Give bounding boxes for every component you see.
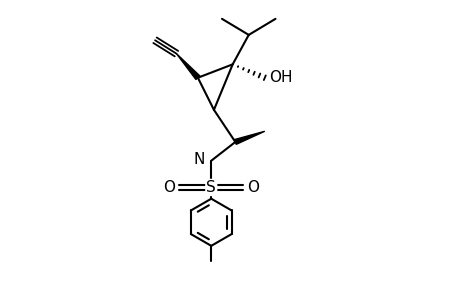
- Text: OH: OH: [268, 70, 291, 85]
- Polygon shape: [176, 54, 200, 80]
- Text: O: O: [163, 180, 175, 195]
- Text: N: N: [193, 152, 204, 167]
- Text: S: S: [206, 180, 216, 195]
- Polygon shape: [234, 131, 264, 144]
- Text: O: O: [247, 180, 259, 195]
